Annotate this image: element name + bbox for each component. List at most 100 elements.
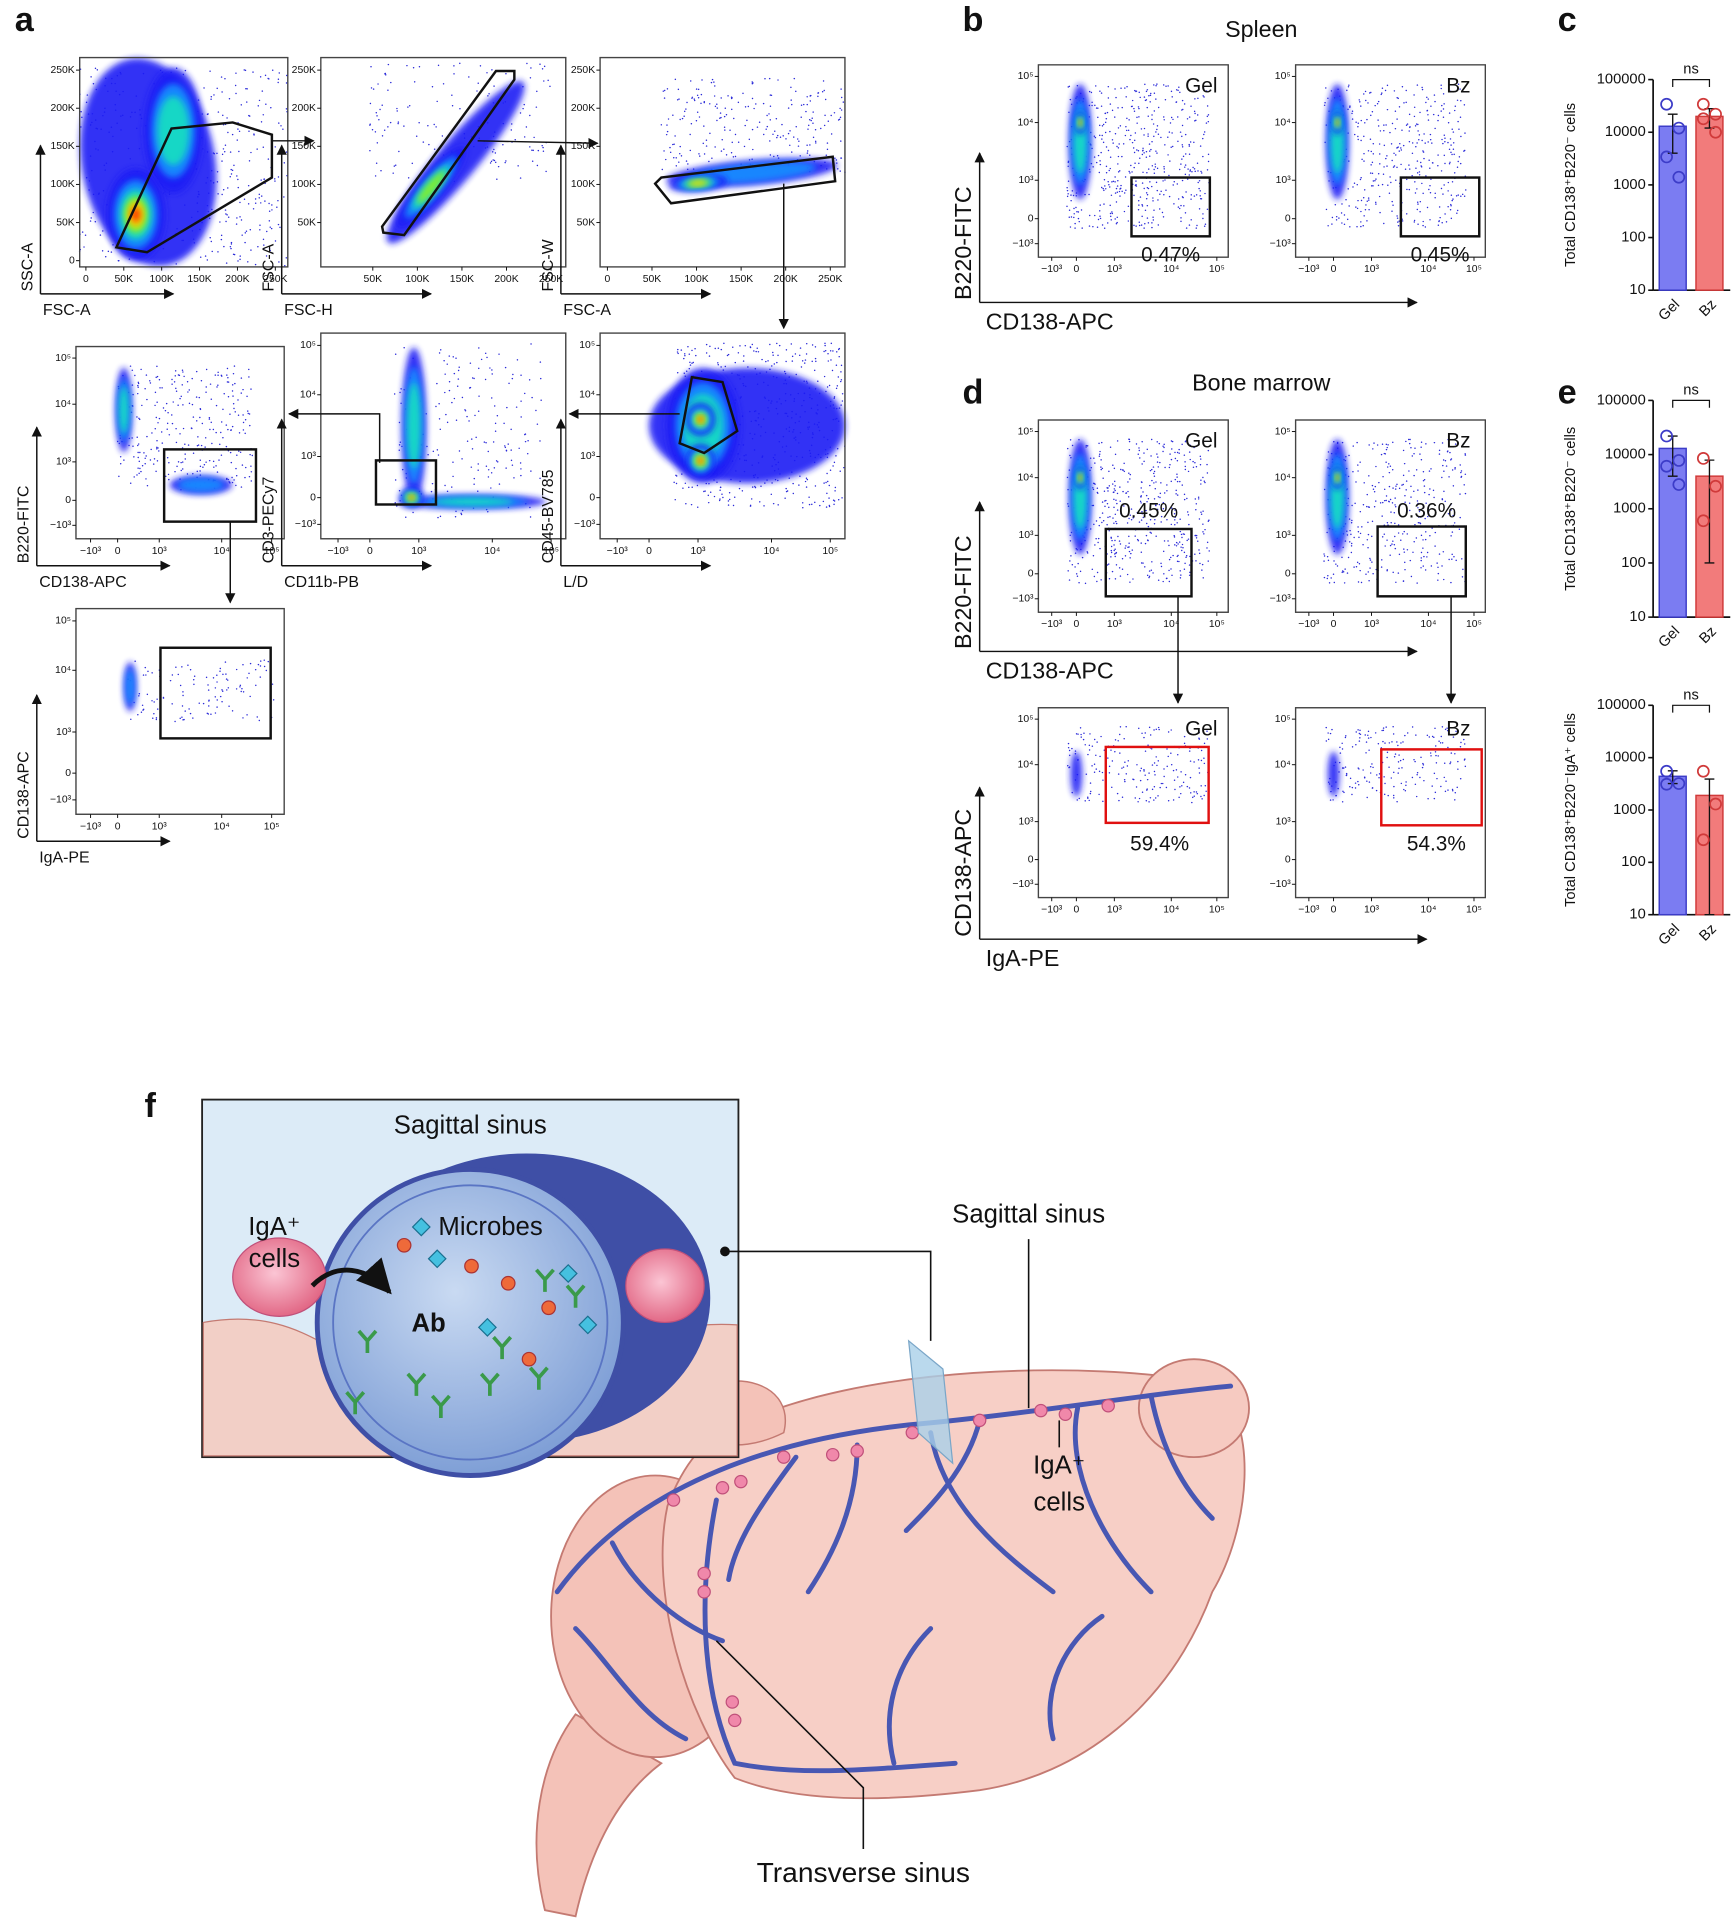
event-dot: [186, 473, 189, 475]
event-dot: [1165, 786, 1168, 789]
event-dot: [1068, 766, 1070, 769]
event-dot: [1093, 738, 1096, 741]
event-dot: [175, 441, 178, 444]
event-dot: [1393, 756, 1396, 758]
event-dot: [1139, 157, 1141, 160]
event-dot: [1176, 183, 1179, 185]
event-dot: [531, 396, 533, 399]
event-dot: [1419, 211, 1421, 213]
event-dot: [137, 381, 140, 384]
event-dot: [681, 117, 684, 120]
event-dot: [826, 472, 828, 475]
event-dot: [1116, 792, 1119, 795]
event-dot: [1101, 467, 1104, 470]
event-dot: [1080, 209, 1083, 211]
event-dot: [835, 159, 838, 161]
event-dot: [235, 688, 238, 690]
event-dot: [1143, 460, 1145, 463]
event-dot: [1184, 461, 1186, 463]
event-dot: [1148, 570, 1151, 572]
event-dot: [1146, 574, 1149, 577]
event-dot: [260, 179, 262, 181]
event-dot: [224, 661, 227, 663]
event-dot: [1385, 499, 1387, 502]
event-dot: [1150, 569, 1153, 572]
event-dot: [1441, 498, 1444, 501]
event-dot: [1372, 488, 1375, 490]
event-dot: [459, 108, 461, 110]
event-dot: [184, 710, 186, 712]
event-dot: [1357, 122, 1360, 125]
event-dot: [503, 445, 506, 447]
y-tick-label: 10³: [1276, 530, 1292, 541]
event-dot: [1157, 760, 1160, 762]
event-dot: [1457, 760, 1459, 763]
event-dot: [1206, 730, 1208, 732]
event-dot: [1353, 182, 1356, 185]
event-dot: [1071, 190, 1074, 192]
event-dot: [835, 364, 838, 366]
event-dot: [1451, 438, 1453, 441]
event-dot: [545, 170, 547, 173]
event-dot: [1449, 138, 1452, 140]
event-dot: [685, 370, 688, 372]
event-dot: [1146, 171, 1148, 174]
event-dot: [719, 117, 721, 119]
event-dot: [1422, 764, 1425, 766]
event-dot: [1149, 181, 1151, 183]
event-dot: [1157, 579, 1160, 582]
event-dot: [1427, 98, 1430, 100]
event-dot: [110, 251, 113, 253]
event-dot: [1121, 568, 1124, 570]
event-dot: [1174, 516, 1176, 518]
event-dot: [1069, 226, 1072, 228]
gate: [1380, 748, 1483, 827]
event-dot: [1120, 468, 1122, 471]
event-dot: [233, 164, 235, 167]
event-dot: [237, 178, 239, 181]
event-dot: [1369, 765, 1372, 768]
event-dot: [227, 216, 230, 218]
event-dot: [697, 506, 699, 508]
event-dot: [374, 175, 377, 177]
event-dot: [711, 78, 714, 81]
event-dot: [523, 103, 525, 106]
event-dot: [1138, 521, 1141, 523]
event-dot: [824, 344, 826, 347]
y-tick-label: 10⁵: [55, 616, 71, 627]
event-dot: [223, 151, 226, 153]
event-dot: [1108, 169, 1110, 172]
event-dot: [1131, 171, 1133, 173]
event-dot: [197, 444, 200, 446]
event-dot: [1104, 131, 1107, 134]
event-dot: [139, 451, 141, 454]
event-dot: [1388, 463, 1390, 465]
event-dot: [1137, 209, 1140, 211]
event-dot: [1416, 142, 1418, 144]
event-dot: [1169, 122, 1172, 124]
event-dot: [1463, 104, 1466, 106]
event-dot: [151, 700, 153, 702]
event-dot: [230, 461, 233, 464]
event-dot: [1206, 463, 1208, 466]
event-dot: [678, 98, 680, 100]
event-dot: [370, 87, 373, 89]
plot-frame-edge: [1037, 419, 1229, 613]
event-dot: [259, 665, 262, 667]
event-dot: [771, 365, 773, 367]
y-tick-label: 150K: [50, 141, 74, 152]
event-dot: [270, 227, 273, 230]
event-dot: [1099, 217, 1102, 220]
event-dot: [246, 714, 248, 716]
event-dot: [1199, 562, 1201, 565]
event-dot: [1371, 763, 1373, 765]
event-dot: [1352, 445, 1354, 447]
event-dot: [536, 164, 539, 167]
event-dot: [227, 478, 230, 481]
event-dot: [1456, 166, 1459, 168]
event-dot: [433, 148, 436, 150]
section-plane: [907, 1339, 954, 1465]
event-dot: [1441, 742, 1444, 744]
event-dot: [1423, 514, 1425, 516]
event-dot: [488, 93, 490, 95]
